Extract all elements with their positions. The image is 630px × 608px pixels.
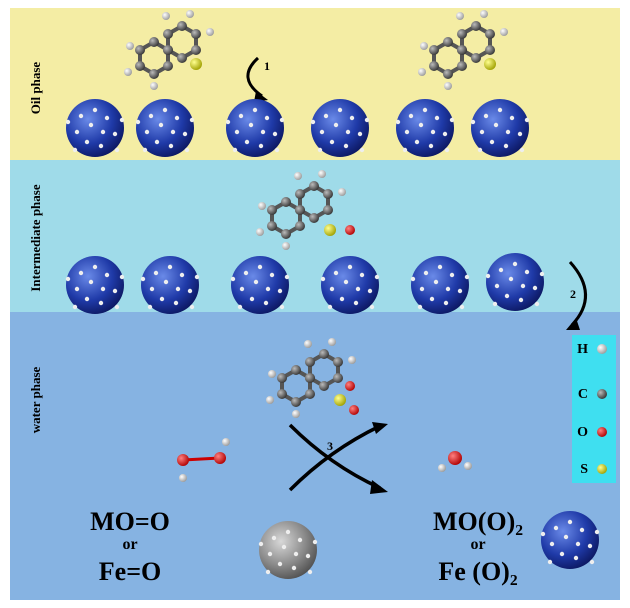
catalyst xyxy=(231,256,289,314)
catalyst xyxy=(136,99,194,157)
phase-label: Intermediate phase xyxy=(28,184,43,291)
legend-atom xyxy=(597,464,607,474)
phase-label: Oil phase xyxy=(28,62,43,115)
legend-atom xyxy=(597,389,607,399)
step-label: 3 xyxy=(327,439,333,453)
sulfone-molecule xyxy=(266,338,359,418)
catalyst xyxy=(66,99,124,157)
oxidized-catalyst xyxy=(541,511,599,569)
legend-atom xyxy=(597,427,607,437)
water xyxy=(438,451,472,472)
step-arrow xyxy=(568,260,587,327)
legend-label: H xyxy=(577,342,588,357)
legend-label: C xyxy=(578,387,588,402)
phase-label: water phase xyxy=(28,366,43,433)
h2o2 xyxy=(177,438,230,482)
product-or: or xyxy=(470,536,485,553)
reactant-or: or xyxy=(122,536,137,553)
legend-box xyxy=(572,335,616,483)
catalyst xyxy=(411,256,469,314)
reactant-formula: MO=O xyxy=(90,507,170,536)
arrow-head xyxy=(370,480,388,494)
catalyst xyxy=(311,99,369,157)
catalyst xyxy=(141,256,199,314)
step-label: 2 xyxy=(570,287,576,301)
legend-label: O xyxy=(577,425,588,440)
catalyst xyxy=(226,99,284,157)
legend-label: S xyxy=(580,462,588,477)
reactant-formula: Fe=O xyxy=(99,557,161,586)
sulfoxide-molecule xyxy=(256,170,355,250)
step-arrow xyxy=(288,423,381,490)
catalyst xyxy=(396,99,454,157)
thiophene-molecule xyxy=(124,10,214,90)
product-formula: Fe (O)₂ xyxy=(438,557,517,586)
product-formula: MO(O)₂ xyxy=(433,507,523,536)
step-arrow xyxy=(288,424,381,492)
catalyst xyxy=(66,256,124,314)
arrow-head xyxy=(372,422,388,434)
step-label: 1 xyxy=(264,59,270,73)
thiophene-molecule xyxy=(418,10,508,90)
reduced-catalyst xyxy=(259,521,317,579)
arrow-head xyxy=(566,318,580,330)
legend-atom xyxy=(597,344,607,354)
catalyst xyxy=(471,99,529,157)
catalyst xyxy=(486,253,544,311)
catalyst xyxy=(321,256,379,314)
